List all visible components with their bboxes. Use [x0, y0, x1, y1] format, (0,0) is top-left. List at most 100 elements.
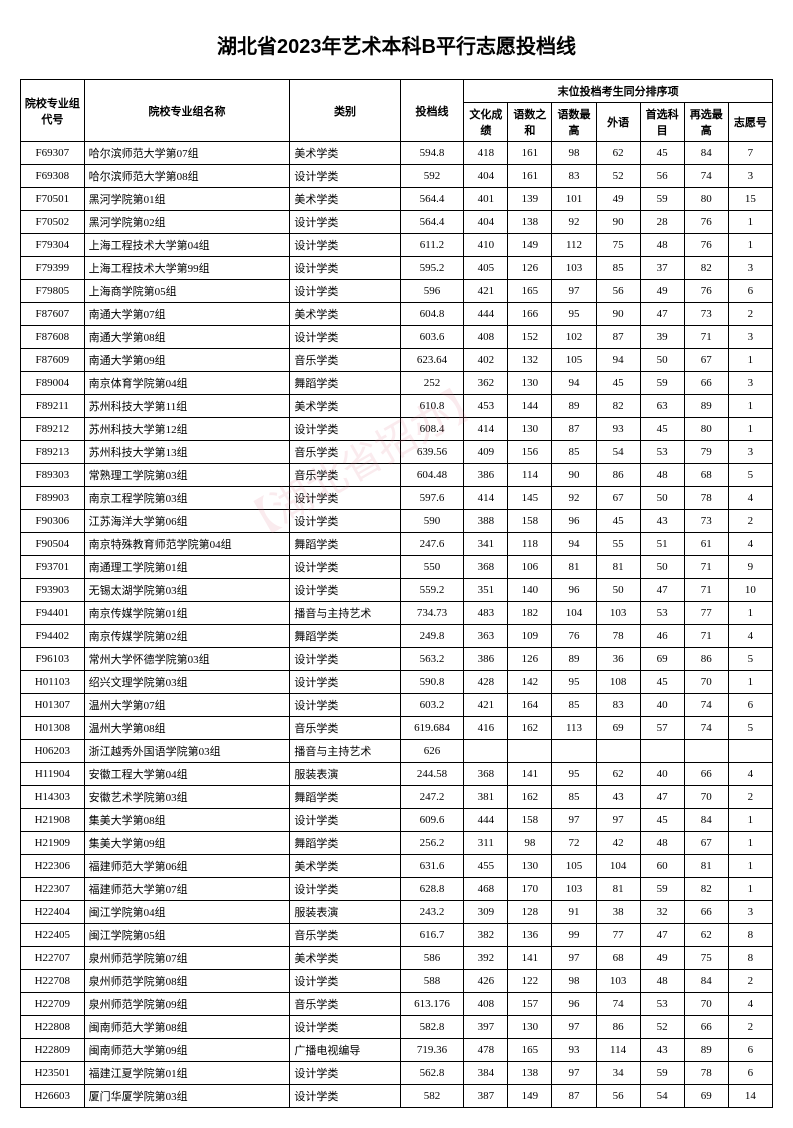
cell-foreign: 103: [596, 602, 640, 625]
cell-max: 98: [552, 970, 596, 993]
cell-code: H21909: [21, 832, 85, 855]
cell-foreign: 42: [596, 832, 640, 855]
cell-name: 苏州科技大学第11组: [84, 395, 290, 418]
cell-score: 586: [400, 947, 464, 970]
cell-first: 50: [640, 349, 684, 372]
cell-first: 40: [640, 694, 684, 717]
cell-sum: 145: [508, 487, 552, 510]
cell-wish: 4: [728, 487, 772, 510]
cell-second: 76: [684, 280, 728, 303]
th-foreign: 外语: [596, 103, 640, 142]
cell-max: 94: [552, 372, 596, 395]
th-first: 首选科目: [640, 103, 684, 142]
cell-max: 104: [552, 602, 596, 625]
cell-score: 611.2: [400, 234, 464, 257]
cell-category: 服装表演: [290, 901, 400, 924]
cell-name: 苏州科技大学第13组: [84, 441, 290, 464]
cell-score: 582: [400, 1085, 464, 1108]
cell-second: 79: [684, 441, 728, 464]
cell-second: 70: [684, 993, 728, 1016]
cell-sum: 144: [508, 395, 552, 418]
table-row: F79805上海商学院第05组设计学类596421165975649766: [21, 280, 773, 303]
cell-culture: 483: [464, 602, 508, 625]
cell-first: 52: [640, 1016, 684, 1039]
cell-code: H01308: [21, 717, 85, 740]
cell-first: 69: [640, 648, 684, 671]
table-row: F69307哈尔滨师范大学第07组美术学类594.841816198624584…: [21, 142, 773, 165]
cell-sum: 141: [508, 947, 552, 970]
cell-max: 92: [552, 211, 596, 234]
cell-name: 无锡太湖学院第03组: [84, 579, 290, 602]
cell-first: 54: [640, 1085, 684, 1108]
table-row: H26603厦门华厦学院第03组设计学类5823871498756546914: [21, 1085, 773, 1108]
cell-name: 绍兴文理学院第03组: [84, 671, 290, 694]
cell-sum: 157: [508, 993, 552, 1016]
cell-sum: 164: [508, 694, 552, 717]
th-second: 再选最高: [684, 103, 728, 142]
cell-max: 87: [552, 418, 596, 441]
table-row: F89303常熟理工学院第03组音乐学类604.4838611490864868…: [21, 464, 773, 487]
cell-culture: 311: [464, 832, 508, 855]
cell-category: 设计学类: [290, 418, 400, 441]
cell-code: H22808: [21, 1016, 85, 1039]
cell-name: 集美大学第08组: [84, 809, 290, 832]
cell-score: 249.8: [400, 625, 464, 648]
cell-sum: 156: [508, 441, 552, 464]
cell-code: F87609: [21, 349, 85, 372]
table-row: F90306江苏海洋大学第06组设计学类590388158964543732: [21, 510, 773, 533]
cell-name: 哈尔滨师范大学第08组: [84, 165, 290, 188]
cell-max: 91: [552, 901, 596, 924]
cell-code: H22405: [21, 924, 85, 947]
th-sum: 语数之和: [508, 103, 552, 142]
cell-name: 厦门华厦学院第03组: [84, 1085, 290, 1108]
cell-sum: 128: [508, 901, 552, 924]
cell-culture: [464, 740, 508, 763]
cell-category: 设计学类: [290, 694, 400, 717]
table-row: H22809闽南师范大学第09组广播电视编导719.36478165931144…: [21, 1039, 773, 1062]
cell-score: 597.6: [400, 487, 464, 510]
cell-foreign: 54: [596, 441, 640, 464]
cell-foreign: 68: [596, 947, 640, 970]
cell-culture: 414: [464, 418, 508, 441]
table-row: H06203浙江越秀外国语学院第03组播音与主持艺术626: [21, 740, 773, 763]
cell-second: 62: [684, 924, 728, 947]
cell-name: 闽江学院第04组: [84, 901, 290, 924]
cell-first: 59: [640, 188, 684, 211]
cell-foreign: 86: [596, 1016, 640, 1039]
cell-name: 泉州师范学院第09组: [84, 993, 290, 1016]
cell-score: 603.6: [400, 326, 464, 349]
table-row: F96103常州大学怀德学院第03组设计学类563.23861268936698…: [21, 648, 773, 671]
cell-wish: 1: [728, 211, 772, 234]
cell-category: 服装表演: [290, 763, 400, 786]
cell-sum: 162: [508, 717, 552, 740]
cell-sum: 166: [508, 303, 552, 326]
cell-category: 设计学类: [290, 1085, 400, 1108]
cell-culture: 453: [464, 395, 508, 418]
cell-culture: 392: [464, 947, 508, 970]
cell-category: 美术学类: [290, 142, 400, 165]
cell-max: 94: [552, 533, 596, 556]
cell-code: H14303: [21, 786, 85, 809]
cell-category: 舞蹈学类: [290, 786, 400, 809]
cell-wish: 1: [728, 349, 772, 372]
page-title: 湖北省2023年艺术本科B平行志愿投档线: [20, 30, 773, 59]
cell-culture: 404: [464, 211, 508, 234]
cell-foreign: 75: [596, 234, 640, 257]
cell-name: 安徽工程大学第04组: [84, 763, 290, 786]
cell-culture: 386: [464, 648, 508, 671]
cell-score: 559.2: [400, 579, 464, 602]
cell-foreign: 52: [596, 165, 640, 188]
cell-culture: 416: [464, 717, 508, 740]
cell-foreign: 74: [596, 993, 640, 1016]
cell-name: 常熟理工学院第03组: [84, 464, 290, 487]
cell-second: 82: [684, 257, 728, 280]
cell-second: 66: [684, 763, 728, 786]
cell-first: 47: [640, 786, 684, 809]
cell-code: F89211: [21, 395, 85, 418]
cell-category: 设计学类: [290, 556, 400, 579]
cell-second: 80: [684, 418, 728, 441]
cell-second: 66: [684, 372, 728, 395]
cell-foreign: 83: [596, 694, 640, 717]
cell-max: 95: [552, 303, 596, 326]
cell-first: 46: [640, 625, 684, 648]
